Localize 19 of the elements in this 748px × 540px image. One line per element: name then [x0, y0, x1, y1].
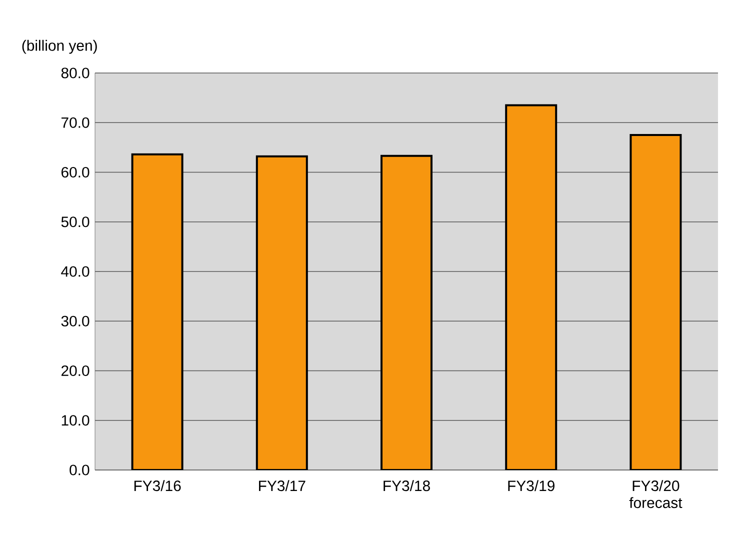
bar	[505, 104, 558, 470]
y-tick-label: 10.0	[62, 415, 90, 426]
y-tick-label: 60.0	[62, 166, 90, 178]
y-tick-label: 80.0	[61, 68, 90, 78]
y-axis-title: (billion yen)	[22, 40, 97, 54]
x-tick-label: FY3/18	[384, 480, 430, 492]
bar	[630, 134, 682, 470]
y-tick-label: 40.0	[61, 266, 90, 277]
x-tick-label: FY3/16	[134, 480, 181, 492]
bar	[256, 155, 308, 470]
y-tick-label: 50.0	[61, 216, 90, 228]
y-tick-label: 30.0	[61, 316, 90, 326]
x-tick-label: FY3/19	[508, 480, 554, 492]
bar	[131, 153, 184, 470]
y-tick-label: 20.0	[61, 365, 90, 376]
y-tick-label: 0.0	[70, 464, 90, 476]
y-tick-label: 70.0	[62, 117, 90, 128]
x-tick-label: FY3/17	[259, 480, 306, 492]
x-tick-label: FY3/20 forecast	[629, 480, 682, 508]
